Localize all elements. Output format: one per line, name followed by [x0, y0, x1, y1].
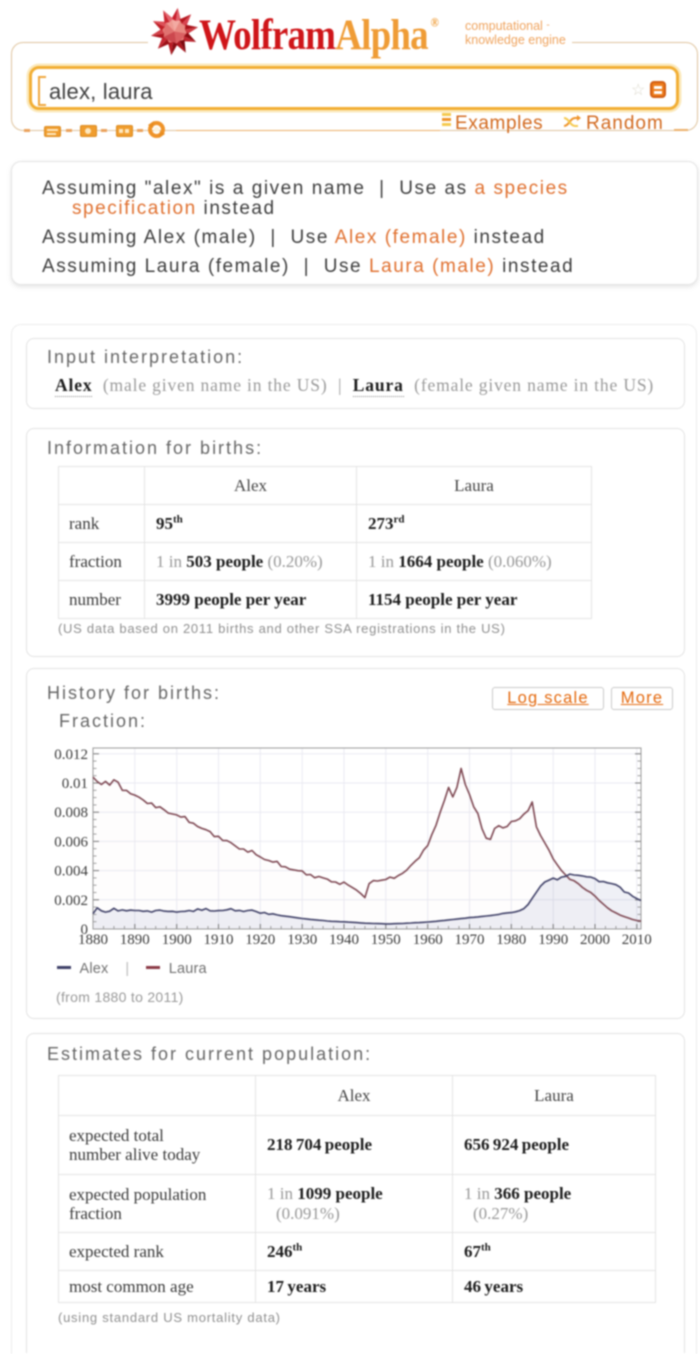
- svg-text:1930: 1930: [287, 932, 317, 948]
- svg-text:0.01: 0.01: [62, 776, 88, 792]
- svg-text:0.008: 0.008: [54, 805, 88, 821]
- svg-text:1920: 1920: [245, 932, 275, 948]
- svg-text:1940: 1940: [329, 932, 359, 948]
- svg-text:0.002: 0.002: [54, 893, 88, 909]
- svg-text:1890: 1890: [120, 932, 150, 948]
- svg-text:1880: 1880: [78, 932, 108, 948]
- svg-text:1950: 1950: [371, 932, 401, 948]
- svg-text:1970: 1970: [455, 932, 485, 948]
- svg-text:1910: 1910: [204, 932, 234, 948]
- svg-text:1960: 1960: [413, 932, 443, 948]
- svg-text:1900: 1900: [162, 932, 192, 948]
- svg-text:1990: 1990: [538, 932, 568, 948]
- svg-text:1980: 1980: [496, 932, 526, 948]
- svg-text:0.012: 0.012: [54, 747, 88, 763]
- svg-text:2010: 2010: [622, 932, 652, 948]
- svg-text:2000: 2000: [580, 932, 610, 948]
- svg-text:0: 0: [81, 922, 89, 938]
- svg-text:0.006: 0.006: [54, 834, 88, 850]
- svg-text:0.004: 0.004: [54, 864, 88, 880]
